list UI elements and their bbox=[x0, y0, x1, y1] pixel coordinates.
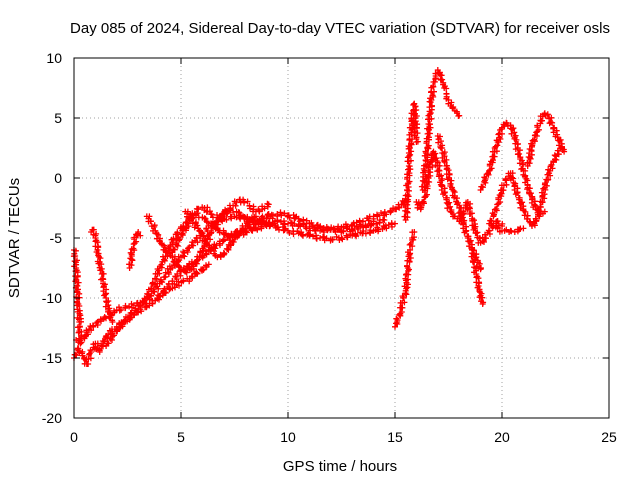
series-trace-r bbox=[486, 143, 566, 229]
point-marks bbox=[477, 119, 548, 218]
y-tick-label: 5 bbox=[54, 110, 62, 126]
x-tick-label: 15 bbox=[387, 429, 403, 445]
y-tick-label: -15 bbox=[42, 350, 62, 366]
y-tick-label: -20 bbox=[42, 410, 62, 426]
x-tick-label: 20 bbox=[494, 429, 510, 445]
x-axis-label: GPS time / hours bbox=[283, 458, 397, 475]
series-trace-d bbox=[88, 226, 116, 325]
y-tick-label: -5 bbox=[50, 230, 63, 246]
point-marks bbox=[169, 196, 272, 256]
point-marks bbox=[392, 229, 418, 330]
point-marks bbox=[73, 212, 398, 347]
series-trace-f bbox=[126, 229, 144, 271]
chart-title: Day 085 of 2024, Sidereal Day-to-day VTE… bbox=[70, 20, 610, 37]
series-trace-i bbox=[182, 208, 259, 261]
y-tick-label: 0 bbox=[54, 170, 62, 186]
point-marks bbox=[182, 208, 259, 261]
point-marks bbox=[71, 196, 412, 367]
data-points bbox=[70, 67, 568, 367]
series-trace-n bbox=[413, 148, 506, 246]
series-trace-o bbox=[434, 133, 484, 273]
series-trace-h bbox=[169, 196, 272, 256]
series-trace-p bbox=[468, 247, 487, 307]
point-marks bbox=[490, 222, 527, 235]
x-tick-label: 25 bbox=[601, 429, 617, 445]
point-marks bbox=[524, 110, 568, 169]
x-tick-label: 10 bbox=[280, 429, 296, 445]
point-marks bbox=[468, 247, 487, 307]
series-trace-a bbox=[71, 196, 412, 367]
series-trace-l bbox=[401, 100, 421, 223]
point-marks bbox=[126, 229, 144, 271]
point-marks bbox=[434, 133, 484, 273]
y-axis-label: SDTVAR / TECUs bbox=[6, 178, 23, 298]
point-marks bbox=[70, 247, 85, 343]
x-tick-label: 0 bbox=[70, 429, 78, 445]
x-tick-label: 5 bbox=[177, 429, 185, 445]
point-marks bbox=[413, 148, 506, 246]
series-trace-q bbox=[477, 119, 548, 218]
point-marks bbox=[154, 261, 212, 301]
axis-ticks bbox=[73, 57, 610, 419]
y-tick-label: 10 bbox=[46, 50, 62, 66]
series-trace-j bbox=[154, 261, 212, 301]
tick-labels: 0 5 10 15 20 25 -20 -15 -10 -5 0 5 10 bbox=[42, 50, 617, 445]
series-trace-s bbox=[524, 110, 568, 169]
series-trace-e bbox=[70, 247, 85, 343]
point-marks bbox=[486, 143, 566, 229]
series-trace-b bbox=[73, 212, 398, 347]
series-trace-k bbox=[392, 229, 418, 330]
series-trace-t bbox=[490, 222, 527, 235]
point-marks bbox=[88, 226, 116, 325]
y-tick-label: -10 bbox=[42, 290, 62, 306]
point-marks bbox=[401, 100, 421, 223]
